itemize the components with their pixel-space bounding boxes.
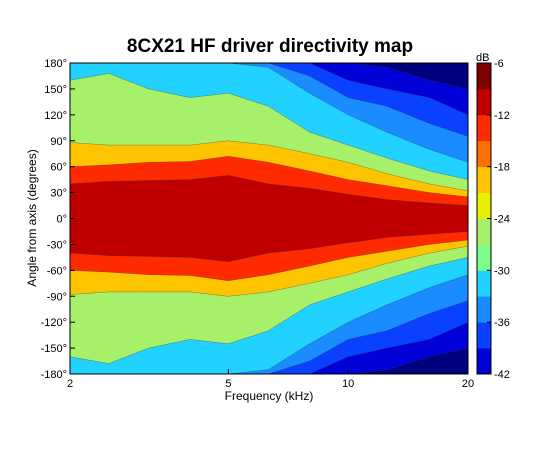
- colorbar-tick-label: -6: [494, 58, 504, 70]
- y-axis: 180° 150° 120° 90° 60° 30° 0° -30° -60° -90° -120°…: [41, 58, 75, 381]
- y-tick-label: -150°: [41, 343, 67, 355]
- colorbar-unit-label: dB: [476, 52, 489, 64]
- colorbar-swatch: [477, 296, 491, 323]
- y-tick-label: 60°: [50, 162, 67, 174]
- x-tick-label: 10: [342, 378, 354, 390]
- x-axis: 2 5 10 20: [67, 369, 474, 390]
- contour-band-minus9db: [70, 175, 468, 262]
- colorbar-swatch: [477, 166, 491, 193]
- colorbar-swatch: [477, 140, 491, 168]
- colorbar-swatch: [477, 218, 491, 245]
- colorbar-tick-label: -24: [494, 214, 510, 226]
- colorbar-swatch: [477, 270, 491, 297]
- y-tick-label: -90°: [47, 291, 67, 303]
- y-tick-label: -120°: [41, 317, 67, 329]
- colorbar-swatch: [477, 88, 491, 116]
- colorbar: -6 -12 -18 -24 -30 -36 -42: [477, 58, 510, 381]
- y-tick-label: 0°: [56, 214, 67, 226]
- colorbar-frame: [476, 62, 492, 375]
- colorbar-swatch: [477, 114, 491, 142]
- y-tick-label: 180°: [44, 58, 67, 70]
- colorbar-tick-label: -36: [494, 317, 510, 329]
- colorbar-tick-label: -12: [494, 110, 510, 122]
- y-tick-label: 90°: [50, 136, 67, 148]
- y-axis-label: Angle from axis (degrees): [25, 149, 39, 286]
- colorbar-tick-label: -30: [494, 265, 510, 277]
- y-tick-label: -60°: [47, 265, 67, 277]
- y-tick-label: 150°: [44, 84, 67, 96]
- plot-area: [70, 63, 468, 374]
- colorbar-swatch: [477, 348, 491, 375]
- x-tick-label: 20: [462, 378, 474, 390]
- x-axis-label: Frequency (kHz): [225, 389, 314, 403]
- y-tick-label: -180°: [41, 369, 67, 381]
- colorbar-swatch: [477, 244, 491, 271]
- chart-title: 8CX21 HF driver directivity map: [127, 36, 413, 57]
- x-tick-label: 2: [67, 378, 73, 390]
- colorbar-swatch: [477, 322, 491, 349]
- y-tick-label: 30°: [50, 188, 67, 200]
- colorbar-tick-label: -42: [494, 369, 510, 381]
- x-tick-label: 5: [225, 378, 231, 390]
- colorbar-swatch: [477, 63, 491, 90]
- y-tick-label: -30°: [47, 239, 67, 251]
- colorbar-swatch: [477, 192, 491, 219]
- y-tick-label: 120°: [44, 110, 67, 122]
- colorbar-tick-label: -18: [494, 162, 510, 174]
